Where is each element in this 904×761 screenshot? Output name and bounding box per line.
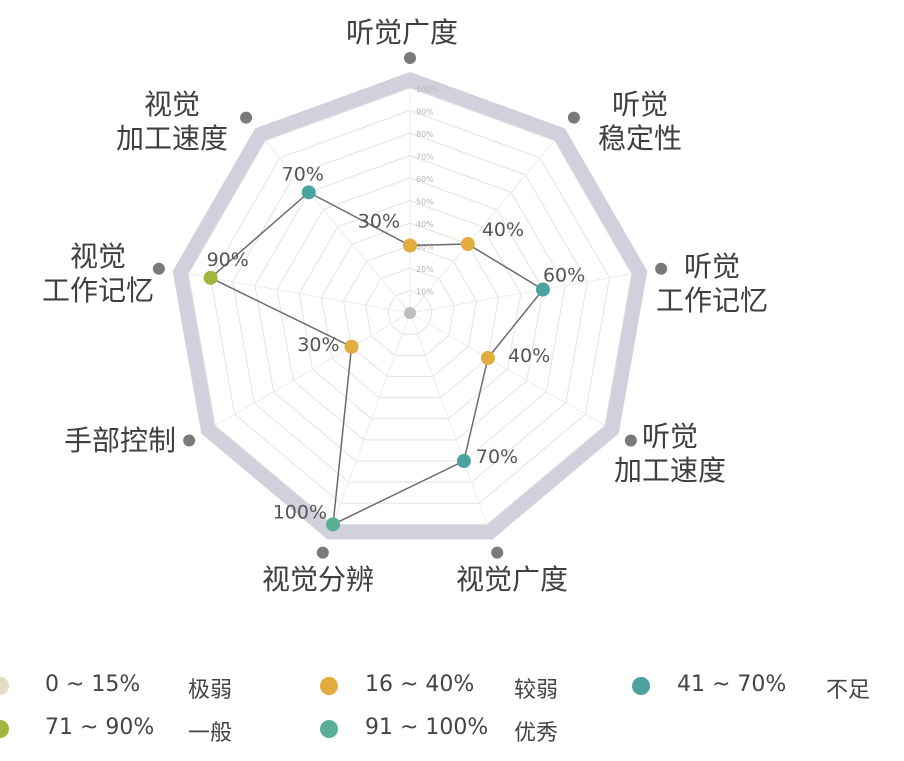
axis-vertex-dot <box>183 434 196 447</box>
legend-swatch <box>320 720 338 738</box>
grid-ring <box>343 244 477 377</box>
axis-vertex-dot <box>404 52 416 64</box>
data-label: 60% <box>543 265 585 287</box>
legend-name: 一般 <box>188 721 233 746</box>
grid-spoke <box>409 312 488 525</box>
center-dot <box>404 307 416 319</box>
ring-label: 90% <box>416 108 434 117</box>
ring-label: 70% <box>416 153 434 162</box>
legend-name: 极弱 <box>188 678 233 703</box>
grid-spoke <box>332 312 411 525</box>
ring-label: 20% <box>416 265 434 274</box>
data-label: 70% <box>282 163 324 185</box>
axis-vertex-dot <box>655 262 668 275</box>
data-label: 90% <box>207 249 249 271</box>
legend-range: 71 ~ 90% <box>45 715 155 740</box>
axis-label: 听觉 工作记忆 <box>622 250 802 318</box>
data-label: 100% <box>273 501 327 523</box>
grid-spoke <box>409 273 632 314</box>
data-label: 40% <box>508 345 550 367</box>
axis-label-line: 手部控制 <box>63 424 176 457</box>
axis-label: 视觉分辨 <box>228 563 408 597</box>
axis-label-line: 工作记忆 <box>655 284 768 317</box>
legend-swatch <box>0 677 9 695</box>
legend-name: 较弱 <box>514 678 559 703</box>
axis-label-line: 听觉广度 <box>345 16 458 49</box>
data-point <box>203 270 218 285</box>
axis-vertex-dot <box>567 111 580 124</box>
legend-swatch <box>0 720 9 738</box>
axis-label: 视觉广度 <box>422 563 602 597</box>
axis-label-line: 稳定性 <box>597 122 682 155</box>
data-label: 30% <box>358 211 400 233</box>
ring-label: 30% <box>416 243 434 252</box>
axis-label-line: 工作记忆 <box>41 274 154 307</box>
ring-label: 10% <box>416 288 434 297</box>
axis-label-line: 听觉 <box>611 88 668 121</box>
axis-label-line: 视觉分辨 <box>261 563 374 596</box>
legend-name: 优秀 <box>514 721 559 746</box>
data-label: 70% <box>476 446 518 468</box>
axis-label-line: 听觉 <box>683 250 740 283</box>
axis-vertex-dot <box>316 546 329 559</box>
axis-label-line: 听觉 <box>641 420 698 453</box>
grid-ring <box>320 222 500 399</box>
data-point <box>460 237 475 252</box>
axis-label: 手部控制 <box>30 424 210 458</box>
legend-range: 41 ~ 70% <box>677 672 787 697</box>
data-label: 30% <box>297 334 339 356</box>
grid-ring <box>232 132 588 483</box>
grid-ring <box>387 289 433 335</box>
grid-ring <box>254 154 566 462</box>
axis-vertex-dot <box>624 434 637 447</box>
legend-range: 91 ~ 100% <box>365 715 489 740</box>
data-point <box>301 185 316 200</box>
axis-label-line: 视觉 <box>69 240 126 273</box>
axis-label-line: 视觉广度 <box>455 563 568 596</box>
axis-label: 听觉 加工速度 <box>580 420 760 488</box>
grid-ring <box>276 177 544 441</box>
axis-label: 听觉 稳定性 <box>550 88 730 156</box>
axis-label: 视觉 加工速度 <box>82 88 262 156</box>
axis-vertex-dot <box>152 262 165 275</box>
grid-ring <box>210 109 610 504</box>
legend-swatch <box>632 677 650 695</box>
data-point <box>456 454 471 469</box>
ring-label: 60% <box>416 175 434 184</box>
data-point <box>326 517 341 532</box>
grid-ring <box>298 199 522 420</box>
ring-label: 100% <box>416 85 439 94</box>
grid-spoke <box>409 140 556 314</box>
grid-spoke <box>188 273 411 314</box>
ring-label: 50% <box>416 198 434 207</box>
ring-label: 40% <box>416 220 434 229</box>
legend-swatch <box>320 677 338 695</box>
grid-spoke <box>264 140 411 314</box>
axis-label-line: 加工速度 <box>115 122 228 155</box>
grid-spoke <box>409 312 606 426</box>
axis-vertex-dot <box>240 111 253 124</box>
data-point <box>480 351 495 365</box>
data-label: 40% <box>482 219 524 241</box>
legend-name: 不足 <box>826 678 871 703</box>
grid-spoke <box>214 312 411 426</box>
axis-label-line: 加工速度 <box>613 454 726 487</box>
data-point <box>535 282 550 297</box>
data-point <box>403 238 417 253</box>
axis-label: 视觉 工作记忆 <box>8 240 188 308</box>
grid-ring <box>187 87 633 525</box>
axis-label-line: 视觉 <box>143 88 200 121</box>
axis-label: 听觉广度 <box>312 16 492 50</box>
data-point <box>344 339 359 354</box>
legend-range: 16 ~ 40% <box>365 672 475 697</box>
axis-vertex-dot <box>491 546 504 559</box>
legend-range: 0 ~ 15% <box>45 672 141 697</box>
grid-ring <box>365 267 455 356</box>
series-line <box>209 191 545 526</box>
ring-label: 80% <box>416 130 434 139</box>
